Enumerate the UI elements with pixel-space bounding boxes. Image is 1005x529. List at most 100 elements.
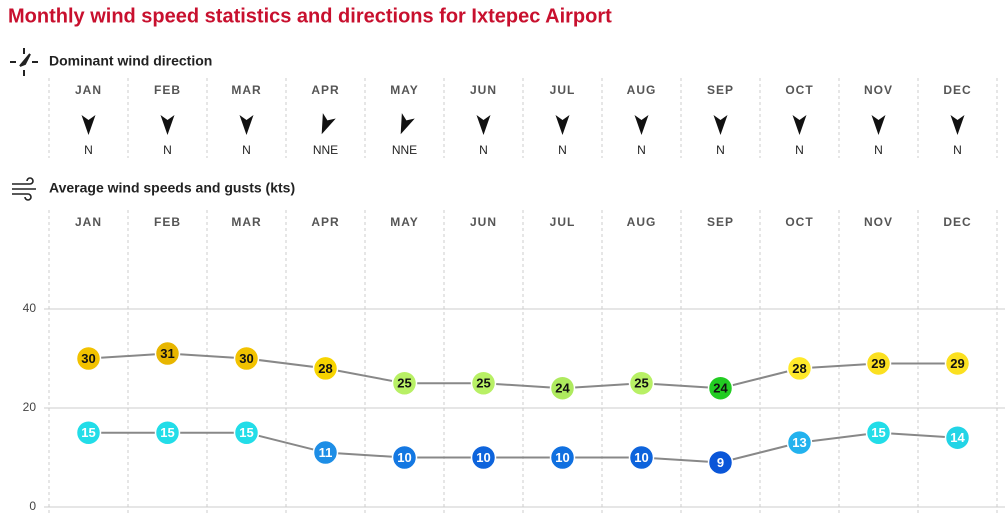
data-label: 31	[160, 346, 174, 361]
arrow-shape	[634, 115, 649, 135]
direction-label: N	[84, 143, 93, 157]
arrow-shape	[713, 115, 728, 135]
arrow-shape	[871, 115, 886, 135]
data-label: 25	[476, 376, 490, 391]
data-label: 30	[81, 351, 95, 366]
data-label: 28	[792, 361, 806, 376]
data-point	[865, 420, 892, 446]
data-point	[75, 345, 102, 372]
wind-arrow	[950, 115, 965, 135]
series-line	[88, 352, 958, 390]
month-label: NOV	[864, 215, 893, 229]
section-heading: Average wind speeds and gusts (kts)	[49, 180, 295, 196]
data-label: 25	[634, 376, 648, 391]
data-label: 29	[871, 356, 885, 371]
data-point	[75, 420, 102, 446]
direction-label: N	[953, 143, 962, 157]
direction-label: N	[874, 143, 883, 157]
data-label: 29	[950, 356, 964, 371]
month-label: NOV	[864, 83, 893, 97]
y-tick-label: 0	[29, 499, 36, 513]
data-point	[628, 444, 655, 471]
data-label: 10	[634, 450, 648, 465]
data-label: 13	[792, 435, 806, 450]
data-point	[944, 350, 971, 377]
direction-label: N	[479, 143, 488, 157]
month-label: FEB	[154, 83, 181, 97]
data-point	[865, 350, 892, 377]
month-label: JUL	[550, 83, 576, 97]
month-label: DEC	[943, 83, 971, 97]
direction-label: N	[558, 143, 567, 157]
section-heading: Dominant wind direction	[49, 53, 212, 69]
month-label: JUN	[470, 83, 497, 97]
data-label: 30	[239, 351, 253, 366]
data-point	[707, 375, 734, 401]
direction-label: N	[716, 143, 725, 157]
direction-label: NNE	[313, 143, 338, 157]
data-point	[233, 420, 260, 446]
wind-arrow	[792, 115, 807, 135]
data-label: 10	[397, 450, 411, 465]
month-label: DEC	[943, 215, 971, 229]
y-tick-label: 40	[23, 301, 37, 315]
wind-arrow	[555, 115, 570, 135]
month-label: APR	[311, 83, 339, 97]
data-point	[470, 370, 497, 396]
direction-label: N	[637, 143, 646, 157]
month-label: MAY	[390, 215, 419, 229]
month-label: JAN	[75, 215, 102, 229]
direction-label: N	[795, 143, 804, 157]
direction-label: N	[163, 143, 172, 157]
month-label: SEP	[707, 215, 734, 229]
month-label: JAN	[75, 83, 102, 97]
data-label: 11	[319, 445, 333, 460]
month-label: JUN	[470, 215, 497, 229]
data-label: 24	[555, 381, 570, 396]
wind-arrow	[239, 115, 254, 135]
month-label: APR	[311, 215, 339, 229]
data-point	[154, 340, 181, 367]
wind-icon	[12, 177, 36, 201]
data-point	[470, 444, 497, 471]
wind-arrow	[634, 115, 649, 135]
wind-arrow	[321, 113, 336, 135]
month-label: AUG	[627, 83, 657, 97]
month-label: FEB	[154, 215, 181, 229]
month-label: OCT	[785, 215, 813, 229]
data-point	[233, 345, 260, 372]
wind-arrow	[476, 115, 491, 135]
month-label: JUL	[550, 215, 576, 229]
arrow-shape	[400, 113, 415, 135]
wind-arrow	[871, 115, 886, 135]
month-label: MAY	[390, 83, 419, 97]
y-tick-label: 20	[23, 400, 37, 414]
data-point	[786, 429, 813, 456]
direction-label: NNE	[392, 143, 417, 157]
data-label: 9	[717, 455, 724, 470]
wind-arrow	[400, 113, 415, 135]
wind-arrow	[81, 115, 96, 135]
month-label: OCT	[785, 83, 813, 97]
page-title: Monthly wind speed statistics and direct…	[8, 5, 612, 27]
data-point	[549, 444, 576, 471]
data-label: 28	[318, 361, 332, 376]
wind-arrow	[160, 115, 175, 135]
data-point	[391, 370, 418, 396]
wind-arrow	[713, 115, 728, 135]
arrow-shape	[792, 115, 807, 135]
month-label: MAR	[231, 215, 261, 229]
series-line	[88, 431, 958, 464]
data-label: 10	[555, 450, 569, 465]
data-point	[391, 444, 418, 471]
data-label: 15	[239, 425, 253, 440]
data-point	[944, 424, 971, 451]
data-label: 25	[397, 376, 411, 391]
data-point	[786, 355, 813, 382]
arrow-shape	[239, 115, 254, 135]
data-label: 10	[476, 450, 490, 465]
data-point	[549, 375, 576, 401]
arrow-shape	[476, 115, 491, 135]
month-label: AUG	[627, 215, 657, 229]
